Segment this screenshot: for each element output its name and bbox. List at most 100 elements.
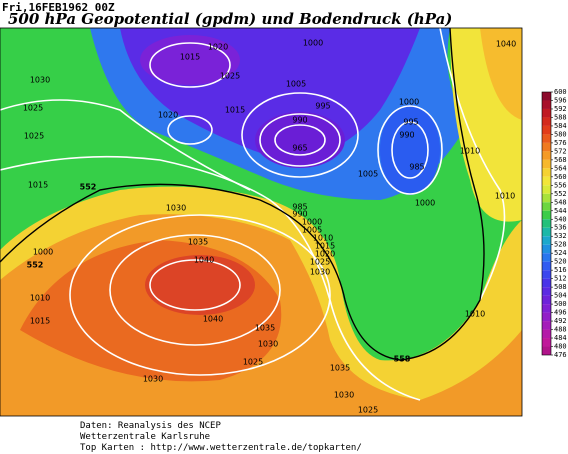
colorbar-label: 596 — [554, 96, 567, 104]
isobar-label: 1025 — [24, 132, 44, 141]
isobar-label: 1015 — [30, 317, 50, 326]
colorbar-label: 516 — [554, 266, 567, 274]
isobar-label: 1030 — [334, 391, 354, 400]
colorbar-label: 504 — [554, 292, 567, 300]
geopotential-label: 552 — [80, 183, 97, 192]
isobar-label: 1010 — [460, 147, 480, 156]
colorbar-band — [542, 125, 551, 135]
isobar-label: 1010 — [30, 294, 50, 303]
isobars — [0, 28, 506, 401]
map-field — [0, 28, 522, 416]
isobar-label: 1040 — [203, 315, 223, 324]
colorbar-label: 588 — [554, 113, 567, 121]
footer-line: Daten: Reanalysis des NCEP — [80, 421, 221, 431]
isobar-label: 1030 — [30, 76, 50, 85]
map-date: Fri,16FEB1962 00Z — [2, 1, 115, 14]
colorbar-label: 476 — [554, 351, 567, 359]
colorbar-label: 480 — [554, 343, 567, 351]
isobar-label: 995 — [315, 102, 330, 111]
isobar-label: 1005 — [358, 170, 378, 179]
isobar-label: 1025 — [358, 406, 378, 415]
colorbar-band — [542, 287, 551, 296]
isobar-label: 1010 — [465, 310, 485, 319]
isobar-label: 1010 — [313, 234, 333, 243]
colorbar-label: 556 — [554, 181, 567, 189]
colorbar-band — [542, 261, 551, 271]
colorbar-band — [542, 134, 551, 143]
isobar-label: 1015 — [180, 53, 200, 62]
isobar-label: 990 — [399, 131, 414, 140]
isobar-label: 1005 — [286, 80, 306, 89]
isobar-label: 1020 — [315, 250, 335, 259]
map-frame — [0, 27, 523, 417]
colorbar-band — [542, 151, 551, 160]
colorbar-band — [542, 117, 551, 126]
isobar-label: 1030 — [310, 268, 330, 277]
colorbar-band — [542, 312, 551, 322]
colorbar-label: 576 — [554, 139, 567, 147]
colorbar-band — [542, 176, 551, 186]
colorbar-band — [542, 227, 551, 237]
isobar-label: 990 — [292, 116, 307, 125]
isobar-label: 1025 — [23, 104, 43, 113]
colorbar-label: 524 — [554, 249, 567, 257]
colorbar-label: 512 — [554, 275, 567, 283]
isobar-label: 1000 — [303, 39, 323, 48]
isobar-label: 1005 — [302, 226, 322, 235]
footer-line: Top Karten : http://www.wetterzentrale.d… — [80, 443, 362, 453]
colorbar-band — [542, 202, 551, 211]
colorbar-band — [542, 108, 551, 118]
colorbar-label: 528 — [554, 241, 567, 249]
geopotential-label: 552 — [27, 261, 44, 270]
colorbar-label: 536 — [554, 224, 567, 232]
colorbar-label: 484 — [554, 334, 567, 342]
isobar-label: 1010 — [495, 192, 515, 201]
isobar-label: 1025 — [243, 358, 263, 367]
isobar-label: 1035 — [330, 364, 350, 373]
isobar-label: 985 — [409, 163, 424, 172]
colorbar-label: 488 — [554, 326, 567, 334]
colorbar-label: 532 — [554, 232, 567, 240]
colorbar-label: 548 — [554, 198, 567, 206]
isobar-label: 1030 — [166, 204, 186, 213]
colorbar-label: 592 — [554, 105, 567, 113]
colorbar-label: 568 — [554, 156, 567, 164]
isobar-label: 1035 — [188, 238, 208, 247]
isobar-label: 1000 — [399, 98, 419, 107]
isobar-label: 1030 — [143, 375, 163, 384]
colorbar-label: 564 — [554, 164, 567, 172]
isobar-label: 1035 — [255, 324, 275, 333]
isobar-label: 1020 — [158, 111, 178, 120]
colorbar-band — [542, 142, 551, 152]
colorbar-label: 560 — [554, 173, 567, 181]
colorbar-label: 492 — [554, 317, 567, 325]
colorbar-frame — [541, 91, 552, 356]
colorbar-band — [542, 236, 551, 245]
isobar-label: 1040 — [194, 256, 214, 265]
isobar-label: 1015 — [315, 242, 335, 251]
isobar-label: 995 — [403, 118, 418, 127]
colorbar-band — [542, 329, 551, 339]
isobar-label: 1000 — [302, 218, 322, 227]
colorbar-band — [542, 295, 551, 305]
colorbar-label: 600 — [554, 88, 567, 96]
colorbar-label: 508 — [554, 283, 567, 291]
colorbar-band — [542, 270, 551, 279]
colorbar-band — [542, 168, 551, 177]
colorbar-band — [542, 338, 551, 347]
isobar-label: 965 — [292, 144, 307, 153]
colorbar-band — [542, 210, 551, 220]
colorbar-label: 540 — [554, 215, 567, 223]
isobar-label: 985 — [292, 203, 307, 212]
colorbar-band — [542, 244, 551, 254]
geopotential-lines — [0, 28, 485, 361]
isobar-label: 1025 — [220, 72, 240, 81]
colorbar-label: 520 — [554, 258, 567, 266]
colorbar-band — [542, 346, 551, 355]
colorbar-label: 584 — [554, 122, 567, 130]
labels: 1015102010251030102510251015102010151000… — [23, 39, 516, 415]
colorbar-band — [542, 92, 551, 101]
isobar-label: 1015 — [225, 106, 245, 115]
isobar-label: 990 — [292, 210, 307, 219]
colorbar-band — [542, 219, 551, 228]
